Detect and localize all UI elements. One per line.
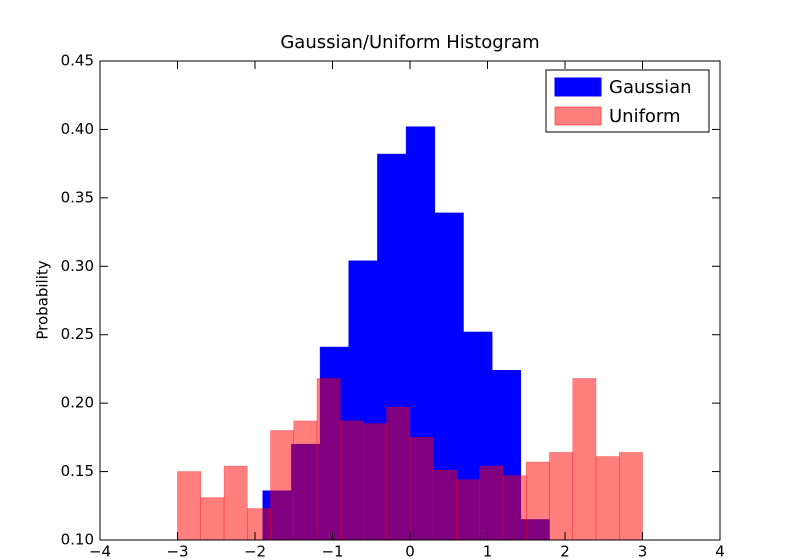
- legend: Gaussian Uniform: [545, 69, 710, 133]
- histogram-bar: [526, 461, 550, 540]
- x-tick-label: 1: [483, 543, 493, 559]
- y-tick-label: 0.35: [61, 188, 94, 206]
- y-tick-label: 0.25: [61, 325, 94, 343]
- histogram-bar: [200, 497, 225, 540]
- histogram-bar: [270, 430, 294, 540]
- legend-label: Gaussian: [609, 77, 692, 98]
- legend-swatch: [554, 77, 602, 97]
- x-tick-label: −1: [321, 543, 343, 559]
- x-tick-label: 4: [715, 543, 725, 559]
- histogram-bar: [409, 437, 434, 540]
- histogram-bar: [549, 452, 573, 540]
- y-tick-label: 0.10: [61, 531, 94, 549]
- histogram-bar: [456, 479, 480, 540]
- histogram-bar: [223, 465, 248, 540]
- histogram-bar: [293, 420, 318, 540]
- histogram-bar: [177, 471, 201, 540]
- histogram-bar: [316, 378, 341, 540]
- histogram-bar: [619, 452, 643, 540]
- x-tick-label: 3: [638, 543, 648, 559]
- histogram-bar: [340, 420, 364, 540]
- y-tick-label: 0.15: [61, 462, 94, 480]
- y-axis-label: Probability: [34, 260, 52, 339]
- y-tick-label: 0.30: [61, 257, 94, 275]
- histogram-bar: [363, 423, 387, 540]
- histogram-bar: [572, 378, 597, 540]
- histogram-bar: [386, 406, 411, 540]
- plot-area: [177, 126, 643, 540]
- x-tick-label: −4: [89, 543, 111, 559]
- chart-title: Gaussian/Uniform Histogram: [280, 32, 539, 53]
- x-tick-label: 2: [560, 543, 570, 559]
- y-tick-label: 0.40: [61, 120, 94, 138]
- x-tick-label: −3: [166, 543, 188, 559]
- histogram-bar: [595, 456, 620, 540]
- x-tick-label: 0: [405, 543, 415, 559]
- histogram-bar: [502, 475, 527, 540]
- histogram-bar: [479, 465, 504, 540]
- legend-swatch: [554, 106, 602, 126]
- y-tick-label: 0.20: [61, 394, 94, 412]
- y-tick-label: 0.45: [61, 52, 94, 70]
- histogram-bar: [433, 469, 457, 540]
- histogram-bar: [247, 508, 271, 540]
- x-tick-label: −2: [244, 543, 266, 559]
- legend-label: Uniform: [609, 106, 681, 127]
